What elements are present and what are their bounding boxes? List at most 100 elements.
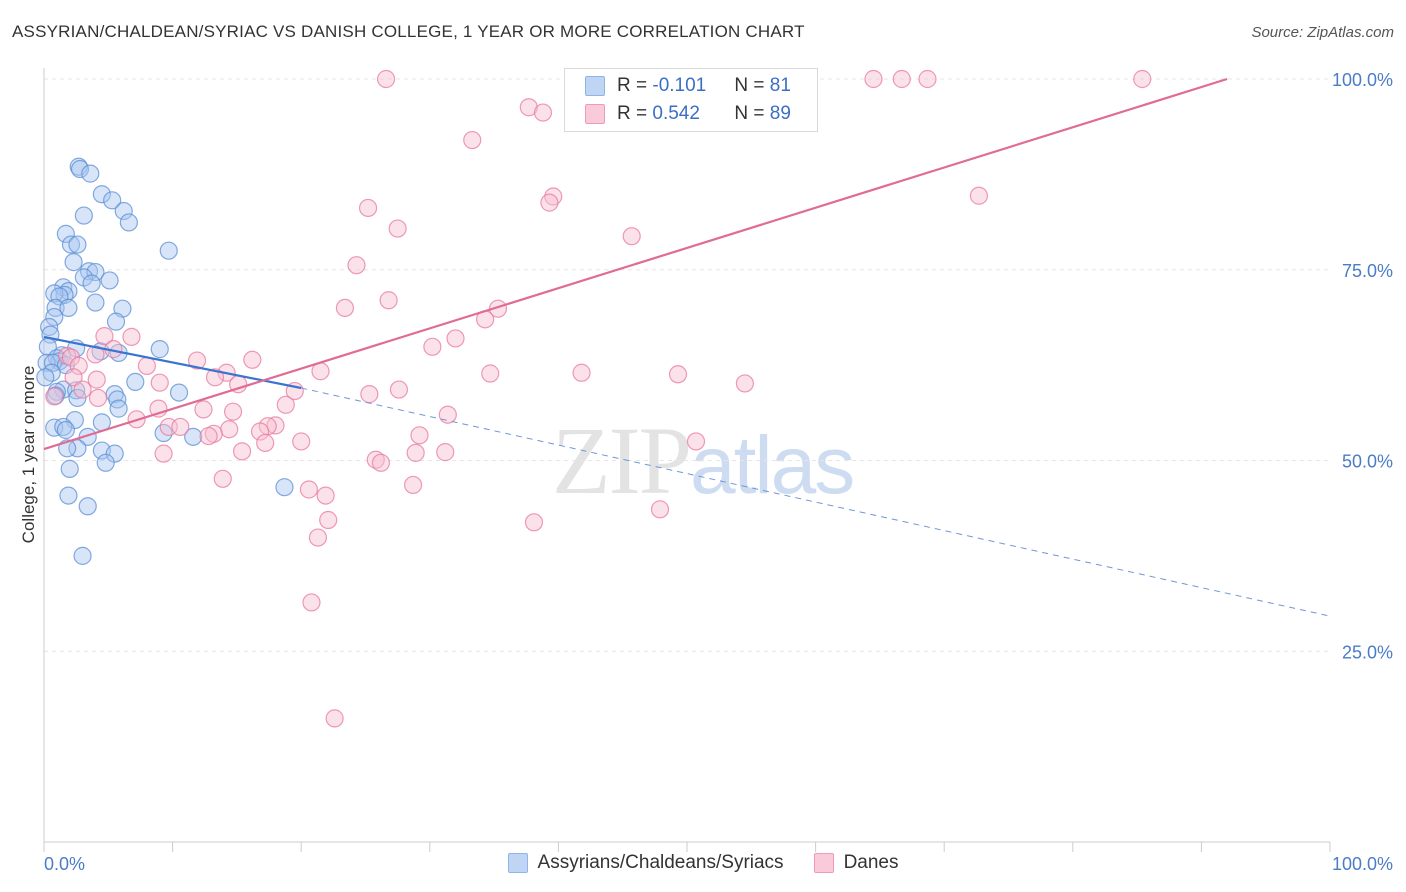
danes-point	[410, 426, 429, 445]
danes-point	[436, 443, 455, 462]
assyrians-trendline-extension	[301, 387, 1331, 617]
danes-point	[86, 345, 105, 364]
legend-item-assyrians[interactable]: Assyrians/Chaldeans/Syriacs	[507, 852, 784, 874]
assyrians-swatch	[585, 76, 605, 96]
danes-point	[266, 416, 285, 435]
stats-row-danes: R = 0.542 N = 89	[585, 101, 791, 127]
danes-point	[864, 69, 883, 89]
assyrians-point	[40, 317, 59, 337]
danes-point	[299, 480, 319, 499]
danes-point	[187, 351, 207, 370]
assyrians-point	[68, 439, 87, 458]
danes-point	[45, 387, 64, 406]
r-label: R =	[617, 103, 653, 124]
danes-swatch	[585, 104, 605, 124]
assyrians-point	[275, 478, 294, 497]
danes-point	[223, 402, 243, 421]
x-tick-label: 0.0%	[44, 854, 85, 874]
legend-item-danes[interactable]: Danes	[813, 852, 898, 874]
danes-point	[358, 198, 378, 218]
danes-point	[69, 356, 88, 375]
assyrians-point	[108, 390, 127, 409]
assyrians-point	[65, 410, 84, 430]
y-tick-label: 50.0%	[1342, 452, 1393, 472]
y-tick-label: 25.0%	[1342, 642, 1393, 662]
danes-trendline	[43, 77, 1228, 451]
danes-point	[308, 528, 328, 547]
series-legend: Assyrians/Chaldeans/Syriacs Danes	[0, 852, 1406, 874]
assyrians-point	[56, 420, 75, 440]
danes-point	[403, 475, 423, 495]
danes-point	[366, 450, 385, 469]
assyrians-point	[159, 241, 178, 260]
r-value: 0.542	[652, 103, 700, 124]
danes-point	[316, 486, 335, 505]
assyrians-point	[56, 224, 75, 243]
danes-point	[686, 432, 706, 451]
danes-point	[194, 400, 213, 419]
assyrians-point	[74, 206, 93, 225]
danes-point	[650, 500, 670, 519]
danes-point	[276, 395, 295, 414]
danes-point	[220, 420, 239, 439]
assyrians-point	[45, 284, 64, 303]
danes-point	[463, 130, 482, 150]
danes-point	[524, 513, 544, 532]
x-tick-label: 100.0%	[1332, 854, 1393, 874]
assyrians-point	[82, 274, 101, 293]
assyrians-point	[78, 427, 97, 446]
watermark-atlas: atlas	[690, 420, 855, 511]
danes-point	[213, 469, 232, 488]
assyrians-point	[60, 459, 79, 478]
stats-legend: R = -0.101 N = 81 R = 0.542 N = 89	[564, 68, 818, 132]
assyrians-point	[37, 353, 56, 372]
assyrians-point	[59, 486, 78, 505]
assyrians-point	[81, 164, 100, 183]
danes-point	[64, 368, 83, 387]
danes-point	[406, 443, 425, 462]
danes-point	[122, 327, 141, 346]
danes-point	[540, 193, 559, 212]
y-tick-label: 75.0%	[1342, 261, 1393, 281]
danes-point	[622, 227, 641, 246]
assyrians-point	[109, 399, 128, 418]
danes-point	[969, 186, 989, 205]
danes-point	[292, 432, 311, 451]
danes-point	[243, 350, 262, 369]
assyrians-point	[70, 159, 90, 179]
chart-title: ASSYRIAN/CHALDEAN/SYRIAC VS DANISH COLLE…	[12, 22, 805, 41]
r-value: -0.101	[652, 75, 707, 96]
danes-point	[73, 380, 92, 399]
assyrians-point	[61, 235, 81, 254]
danes-point	[446, 329, 465, 348]
danes-point	[256, 433, 275, 453]
y-axis-label: College, 1 year or more	[19, 366, 38, 544]
assyrians-point	[46, 298, 65, 317]
assyrians-point	[54, 417, 73, 437]
assyrians-point	[114, 201, 133, 221]
danes-point	[388, 219, 407, 238]
danes-point	[232, 442, 252, 461]
r-label: R =	[617, 75, 653, 96]
assyrians-point	[126, 372, 145, 392]
assyrians-point	[96, 453, 115, 472]
assyrians-point	[78, 497, 97, 516]
danes-point	[389, 380, 409, 399]
danes-point	[519, 98, 538, 117]
assyrians-point	[92, 185, 111, 204]
assyrians-point	[36, 368, 55, 387]
assyrians-point	[119, 213, 138, 232]
assyrians-point	[106, 312, 126, 331]
assyrians-point	[73, 546, 92, 565]
n-value: 89	[769, 103, 791, 124]
assyrians-point	[46, 386, 65, 405]
stats-row-assyrians: R = -0.101 N = 81	[585, 73, 791, 99]
assyrians-point	[59, 298, 78, 317]
assyrians-point	[169, 383, 189, 402]
n-label: N =	[734, 103, 770, 124]
assyrians-point	[103, 191, 122, 210]
danes-point	[347, 256, 366, 275]
danes-point	[87, 370, 106, 389]
assyrians-point	[64, 253, 83, 272]
danes-point	[918, 69, 937, 89]
